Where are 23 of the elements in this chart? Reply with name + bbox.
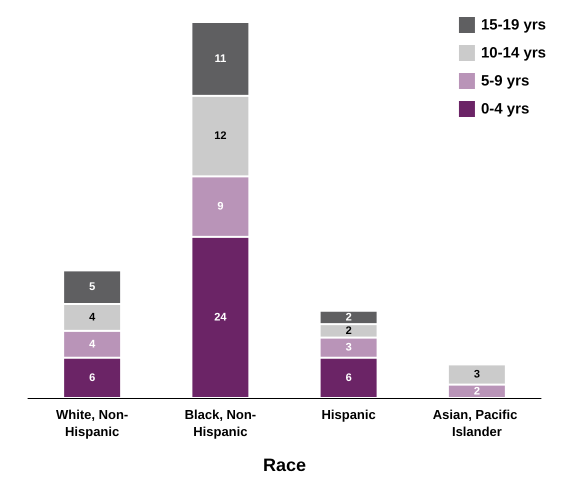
x-tick-label: Asian, Pacific Islander xyxy=(432,407,521,439)
data-label: 6 xyxy=(89,372,96,384)
data-label: 24 xyxy=(214,311,228,324)
data-label: 9 xyxy=(217,200,224,213)
legend-label: 5-9 yrs xyxy=(480,72,530,90)
x-tick-label: Black, Non-Hispanic xyxy=(184,407,256,439)
data-label: 3 xyxy=(474,368,480,380)
legend-label: 15-19 yrs xyxy=(480,16,546,34)
x-axis-title: Race xyxy=(262,455,306,475)
data-label: 6 xyxy=(346,372,352,384)
data-label: 4 xyxy=(89,311,96,324)
data-label: 2 xyxy=(346,311,352,324)
x-tick-label: White, Non-Hispanic xyxy=(56,407,128,439)
data-label: 11 xyxy=(214,52,226,65)
legend-label: 0-4 yrs xyxy=(480,100,530,118)
data-label: 3 xyxy=(346,342,352,354)
x-tick-label: Hispanic xyxy=(322,407,376,422)
data-label: 2 xyxy=(346,324,352,337)
data-label: 2 xyxy=(474,385,480,398)
data-label: 5 xyxy=(89,281,96,294)
data-label: 12 xyxy=(214,130,226,142)
data-label: 4 xyxy=(89,338,96,350)
legend-label: 10-14 yrs xyxy=(480,44,546,62)
